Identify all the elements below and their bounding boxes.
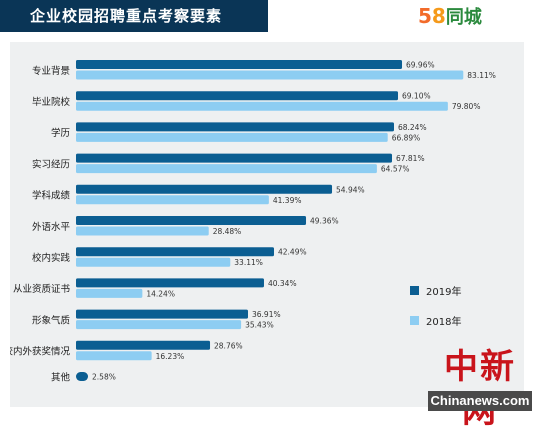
bar-2019 bbox=[76, 184, 333, 194]
bar-2018 bbox=[76, 288, 143, 298]
value-label-2018: 41.39% bbox=[273, 196, 302, 205]
value-label-2019: 68.24% bbox=[398, 123, 427, 132]
bar-2018 bbox=[76, 226, 209, 236]
category-label: 校内外获奖情况 bbox=[10, 346, 70, 358]
bar-2018 bbox=[76, 132, 388, 142]
bar-2019 bbox=[76, 278, 264, 288]
value-label-2018: 79.80% bbox=[452, 102, 481, 111]
value-label-2019: 54.94% bbox=[336, 185, 365, 194]
legend-swatch-2019 bbox=[410, 286, 419, 295]
bar-2018 bbox=[76, 351, 152, 361]
category-label: 形象气质 bbox=[32, 314, 71, 326]
title-bar: 企业校园招聘重点考察要素 bbox=[0, 0, 268, 32]
value-label-2018: 33.11% bbox=[234, 258, 263, 267]
watermark-en-text: Chinanews.com bbox=[428, 391, 532, 411]
logo-digit-8: 8 bbox=[431, 4, 446, 28]
category-label: 实习经历 bbox=[32, 158, 70, 170]
chart-header: 企业校园招聘重点考察要素 58同城 bbox=[0, 0, 534, 32]
logo-digit-5: 5 bbox=[418, 4, 432, 28]
bar-2019 bbox=[76, 309, 249, 319]
bar-2019 bbox=[76, 340, 211, 350]
bar-2018 bbox=[76, 101, 448, 111]
value-label-2019: 49.36% bbox=[310, 217, 339, 226]
value-label-2018: 28.48% bbox=[213, 227, 242, 236]
value-label-2018: 64.57% bbox=[381, 165, 410, 174]
bar-2019 bbox=[76, 153, 392, 163]
value-label-2019: 69.96% bbox=[406, 61, 435, 70]
value-label-2019: 42.49% bbox=[278, 248, 307, 257]
legend-label-2018: 2018年 bbox=[426, 315, 461, 328]
chinanews-watermark: 中新网 Chinanews.com bbox=[428, 345, 532, 431]
logo-text: 同城 bbox=[445, 7, 482, 28]
category-label: 学历 bbox=[51, 127, 70, 139]
category-label: 毕业院校 bbox=[32, 96, 71, 108]
bar-2018 bbox=[76, 320, 242, 330]
category-label: 专业背景 bbox=[32, 65, 70, 77]
bar-2018 bbox=[76, 257, 231, 267]
value-label-2019: 28.76% bbox=[214, 341, 243, 350]
legend-swatch-2018 bbox=[410, 316, 419, 325]
bar-2019 bbox=[76, 216, 307, 225]
bar-2019 bbox=[76, 60, 403, 69]
value-label-2018: 83.11% bbox=[467, 71, 496, 80]
chart-title: 企业校园招聘重点考察要素 bbox=[30, 7, 223, 25]
category-label: 其他 bbox=[51, 372, 71, 384]
bar-2019 bbox=[76, 91, 399, 101]
bar-2019 bbox=[76, 122, 394, 132]
category-label: 学科成绩 bbox=[32, 190, 71, 202]
value-label-2019: 36.91% bbox=[252, 310, 281, 319]
value-label-2019: 69.10% bbox=[402, 92, 431, 101]
value-label-2019: 2.58% bbox=[92, 373, 116, 382]
value-label-2018: 66.89% bbox=[392, 133, 421, 142]
category-label: 外语水平 bbox=[32, 221, 71, 233]
value-label-2018: 14.24% bbox=[146, 289, 175, 298]
bar-2018 bbox=[76, 70, 464, 80]
bar-2018 bbox=[76, 195, 269, 205]
bar-2019 bbox=[76, 372, 89, 381]
legend-label-2019: 2019年 bbox=[426, 285, 461, 298]
value-label-2019: 67.81% bbox=[396, 154, 425, 163]
bar-2018 bbox=[76, 164, 377, 174]
bar-2019 bbox=[76, 247, 275, 257]
logo-58tongcheng: 58同城 bbox=[418, 4, 482, 28]
bar-chart: 专业背景 69.96% 83.11% 毕业院校 69.10% 79.80% 学历 68.24%… bbox=[10, 60, 496, 384]
value-label-2018: 16.23% bbox=[156, 352, 185, 361]
value-label-2018: 35.43% bbox=[245, 321, 274, 330]
category-label: 从业资质证书 bbox=[13, 283, 71, 295]
category-label: 校内实践 bbox=[32, 252, 71, 264]
watermark-cn-text: 中新网 bbox=[444, 347, 516, 431]
value-label-2019: 40.34% bbox=[268, 279, 297, 288]
chart-panel: 专业背景 69.96% 83.11% 毕业院校 69.10% 79.80% 学历 68.24%… bbox=[10, 42, 524, 407]
